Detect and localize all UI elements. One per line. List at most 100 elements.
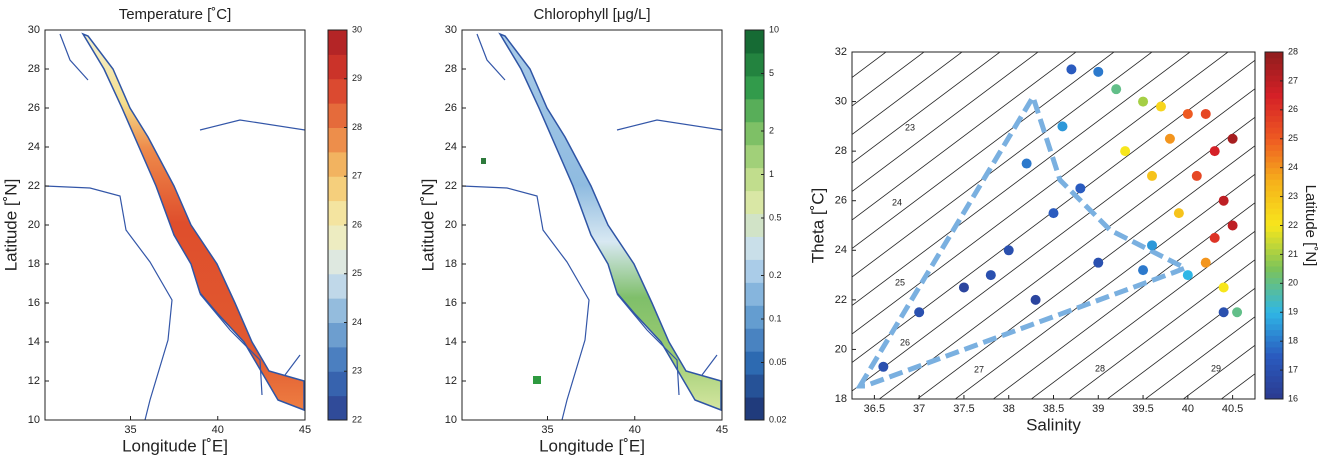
colorbar-band	[1265, 294, 1283, 302]
x-tick-label: 38.5	[1043, 403, 1064, 415]
colorbar-band	[328, 127, 347, 153]
isopycnal-line	[852, 59, 1255, 363]
point	[1120, 146, 1131, 157]
colorbar-band	[1265, 346, 1283, 354]
point	[1057, 121, 1068, 132]
colorbar-band	[1265, 231, 1283, 238]
colorbar-band	[1265, 312, 1283, 319]
colorbar-band	[1265, 254, 1283, 261]
colorbar-tick-label: 28	[352, 122, 362, 132]
colorbar-band	[745, 190, 764, 215]
colorbar-tick-label: 26	[352, 219, 362, 229]
y-tick-label: 20	[835, 343, 847, 355]
colorbar-band	[328, 78, 347, 104]
colorbar-band	[1265, 260, 1283, 267]
colorbar-tick-label: 24	[1288, 162, 1298, 172]
colorbar-band	[1265, 92, 1283, 99]
y-tick-label: 10	[445, 414, 457, 426]
colorbar-tick-label: 28	[1288, 46, 1298, 56]
point	[1093, 66, 1104, 77]
point	[1147, 240, 1158, 251]
y-tick-label: 22	[28, 180, 40, 192]
colorbar-band	[1265, 202, 1283, 209]
colorbar-tick-label: 5	[769, 68, 774, 78]
colorbar-band	[745, 98, 764, 123]
colorbar-band	[1265, 86, 1283, 93]
colorbar-band	[1265, 225, 1283, 232]
colorbar-band	[1265, 318, 1283, 325]
y-tick-label: 24	[835, 244, 847, 256]
colorbar-tick-label: 0.5	[769, 212, 782, 222]
isopycnal-line	[1106, 287, 1255, 399]
x-tick-label: 36.5	[864, 403, 885, 415]
point	[878, 361, 889, 372]
y-axis-label: Latitude [˚N]	[1, 179, 20, 272]
point	[1191, 170, 1202, 181]
isopycnal-line	[852, 52, 1115, 249]
isopycnal-label: 24	[892, 197, 902, 207]
colorbar-tick-label: 16	[1288, 393, 1298, 403]
colorbar-band	[745, 259, 764, 283]
colorbar-band	[328, 273, 347, 299]
colorbar-tick-label: 26	[1288, 104, 1298, 114]
isopycnal-label: 26	[900, 337, 910, 347]
colorbar-tick-label: 25	[1288, 133, 1298, 143]
colorbar-tick-label: 0.02	[769, 414, 787, 424]
colorbar-band	[1265, 156, 1283, 163]
point	[985, 270, 996, 281]
map-chlorophyll	[461, 33, 723, 421]
x-tick-label: 40	[629, 424, 641, 436]
colorbar-band	[1265, 381, 1283, 388]
point	[1111, 84, 1122, 95]
point	[1209, 146, 1220, 157]
map-temperature	[44, 33, 306, 421]
x-tick-label: 38	[1003, 403, 1015, 415]
y-tick-label: 12	[28, 375, 40, 387]
point	[1200, 108, 1211, 119]
colorbar-band	[1265, 208, 1283, 215]
point	[914, 307, 925, 318]
colorbar-band	[328, 200, 347, 226]
isopycnal-line	[1182, 344, 1255, 399]
colorbar-band	[1265, 277, 1283, 284]
y-tick-label: 24	[445, 141, 457, 153]
x-tick-label: 40.5	[1222, 403, 1243, 415]
colorbar-band	[745, 305, 764, 329]
point	[1138, 96, 1149, 107]
x-axis-label: Longitude [˚E]	[122, 436, 228, 455]
y-axis-label: Latitude [˚N]	[418, 179, 437, 272]
colorbar-tick-label: 27	[1288, 75, 1298, 85]
isopycnal-line	[852, 52, 925, 107]
point	[1209, 232, 1220, 243]
y-tick-label: 30	[28, 24, 40, 36]
colorbar-tick-label: 10	[769, 24, 779, 34]
point	[1218, 282, 1229, 293]
colorbar-band	[328, 151, 347, 177]
colorbar-band	[1265, 242, 1283, 250]
colorbar-band	[328, 103, 347, 128]
y-tick-label: 20	[28, 219, 40, 231]
x-axis-label: Longitude [˚E]	[539, 436, 645, 455]
colorbar-tick-label: 1	[769, 169, 774, 179]
point	[1138, 265, 1149, 276]
colorbar-band	[1265, 80, 1283, 88]
colorbar-tick-label: 0.2	[769, 270, 782, 280]
colorbar-tick-label: 18	[1288, 336, 1298, 346]
colorbar-tick-label: 24	[352, 317, 362, 327]
y-tick-label: 18	[445, 258, 457, 270]
colorbar-band	[1265, 300, 1283, 307]
y-tick-label: 28	[28, 63, 40, 75]
colorbar-band	[1265, 323, 1283, 331]
colorbar-band	[1265, 69, 1283, 76]
y-tick-label: 12	[445, 375, 457, 387]
colorbar-band	[745, 144, 764, 169]
colorbar-band	[328, 346, 347, 372]
colorbar-band	[745, 397, 764, 421]
colorbar-band	[745, 52, 764, 77]
colorbar-band	[1265, 109, 1283, 117]
y-tick-label: 30	[445, 24, 457, 36]
point	[1232, 307, 1243, 318]
colorbar-label: Latitude [˚N]	[1302, 185, 1319, 267]
chart-title: Temperature [˚C]	[119, 6, 232, 23]
colorbar-tick-label: 23	[352, 366, 362, 376]
